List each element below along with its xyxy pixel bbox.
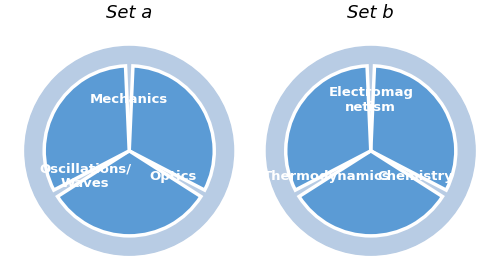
Wedge shape [44, 66, 129, 190]
Text: Optics: Optics [150, 170, 197, 183]
Text: Electromag
netism: Electromag netism [328, 86, 414, 114]
Wedge shape [371, 66, 456, 190]
Text: Mechanics: Mechanics [90, 93, 168, 106]
Wedge shape [129, 66, 214, 190]
Text: Oscillations/
Waves: Oscillations/ Waves [39, 162, 131, 190]
Wedge shape [299, 151, 442, 236]
Text: Chemistry: Chemistry [377, 170, 453, 183]
Circle shape [266, 46, 475, 255]
Wedge shape [58, 151, 201, 236]
Text: Set b: Set b [348, 4, 394, 22]
Circle shape [25, 46, 234, 255]
Text: Set a: Set a [106, 4, 152, 22]
Text: Thermodynamics: Thermodynamics [262, 170, 390, 183]
Wedge shape [286, 66, 371, 190]
